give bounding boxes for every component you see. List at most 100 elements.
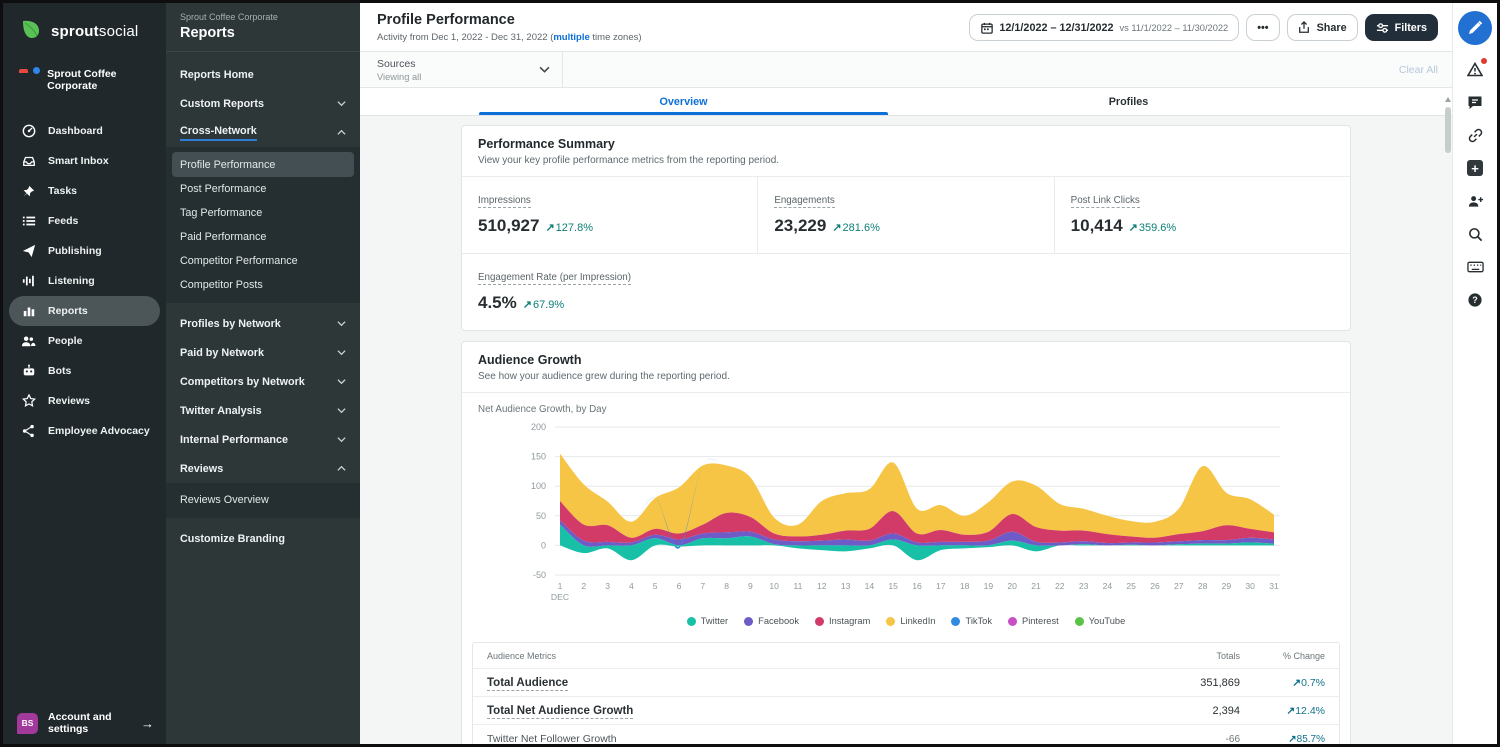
notification-dot xyxy=(33,67,40,74)
filters-button[interactable]: Filters xyxy=(1365,14,1438,41)
vertical-scrollbar[interactable] xyxy=(1444,95,1451,744)
metric-label-link[interactable]: Post Link Clicks xyxy=(1071,195,1140,208)
feedback-icon[interactable] xyxy=(1466,93,1484,111)
reports-nav-competitors-by-network[interactable]: Competitors by Network xyxy=(166,367,360,396)
svg-text:15: 15 xyxy=(888,581,898,591)
compose-button[interactable] xyxy=(1458,11,1492,45)
reports-nav-paid-performance[interactable]: Paid Performance xyxy=(166,225,360,249)
active-tab-underline xyxy=(479,112,888,115)
sidebar-item-tasks[interactable]: Tasks xyxy=(3,176,166,206)
sidebar-item-people[interactable]: People xyxy=(3,326,166,356)
legend-item-pinterest[interactable]: Pinterest xyxy=(1008,616,1059,626)
collapse-arrow-icon[interactable]: → xyxy=(141,716,154,731)
svg-text:4: 4 xyxy=(629,581,634,591)
multiple-timezones-link[interactable]: multiple xyxy=(553,32,589,43)
report-date-summary: Activity from Dec 1, 2022 - Dec 31, 2022… xyxy=(377,32,642,43)
sprout-logo-text: sproutsocial xyxy=(51,23,138,40)
dashboard-icon xyxy=(21,124,36,139)
table-row: Twitter Net Follower Growth -66 ↗85.7% xyxy=(473,725,1339,744)
clear-all-link[interactable]: Clear All xyxy=(1399,64,1438,76)
sidebar-item-publishing[interactable]: Publishing xyxy=(3,236,166,266)
svg-text:24: 24 xyxy=(1103,581,1113,591)
sidebar-item-reviews[interactable]: Reviews xyxy=(3,386,166,416)
metric-link[interactable]: Total Audience xyxy=(487,677,568,691)
svg-text:1: 1 xyxy=(558,581,563,591)
share-button[interactable]: Share xyxy=(1287,14,1358,41)
metric-link[interactable]: Total Net Audience Growth xyxy=(487,705,633,719)
reports-nav-list: Reports Home Custom Reports Cross-Networ… xyxy=(166,52,360,553)
legend-item-tiktok[interactable]: TikTok xyxy=(951,616,992,626)
reports-nav-custom-reports[interactable]: Custom Reports xyxy=(166,89,360,118)
legend-item-facebook[interactable]: Facebook xyxy=(744,616,799,626)
invite-teammates-icon[interactable] xyxy=(1466,192,1484,210)
svg-text:17: 17 xyxy=(936,581,946,591)
alerts-icon[interactable] xyxy=(1466,60,1484,78)
account-folder-icon xyxy=(19,72,37,88)
cross-network-group: Profile Performance Post Performance Tag… xyxy=(166,147,360,303)
reports-nav-twitter-analysis[interactable]: Twitter Analysis xyxy=(166,396,360,425)
metric-label-link[interactable]: Impressions xyxy=(478,195,531,208)
reports-nav-competitor-performance[interactable]: Competitor Performance xyxy=(166,249,360,273)
performance-summary-title: Performance Summary xyxy=(478,137,1334,151)
reports-nav-profiles-by-network[interactable]: Profiles by Network xyxy=(166,309,360,338)
reports-nav-customize-branding[interactable]: Customize Branding xyxy=(166,524,360,553)
reports-nav-cross-network[interactable]: Cross-Network xyxy=(166,118,360,147)
search-icon[interactable] xyxy=(1466,225,1484,243)
utility-rail: + ? xyxy=(1452,3,1497,744)
svg-text:27: 27 xyxy=(1174,581,1184,591)
sidebar-item-employee-advocacy[interactable]: Employee Advocacy xyxy=(3,416,166,446)
sidebar-item-feeds[interactable]: Feeds xyxy=(3,206,166,236)
reports-nav-internal-performance[interactable]: Internal Performance xyxy=(166,425,360,454)
metric-label-link[interactable]: Engagements xyxy=(774,195,834,208)
legend-dot xyxy=(687,617,696,626)
scroll-up-arrow[interactable] xyxy=(1445,97,1451,102)
reports-nav-profile-performance[interactable]: Profile Performance xyxy=(172,152,354,177)
legend-dot xyxy=(951,617,960,626)
account-settings[interactable]: BS Account and settings → xyxy=(3,703,166,744)
account-switcher[interactable]: Sprout Coffee Corporate xyxy=(3,56,166,106)
tab-overview[interactable]: Overview xyxy=(461,88,906,115)
sidebar-item-bots[interactable]: Bots xyxy=(3,356,166,386)
sprout-logo[interactable]: sproutsocial xyxy=(3,3,166,56)
tab-profiles[interactable]: Profiles xyxy=(906,88,1351,115)
sidebar-item-dashboard[interactable]: Dashboard xyxy=(3,116,166,146)
reports-nav-tag-performance[interactable]: Tag Performance xyxy=(166,201,360,225)
sidebar-item-listening[interactable]: Listening xyxy=(3,266,166,296)
main-content: Profile Performance Activity from Dec 1,… xyxy=(360,3,1452,744)
metric-label-link[interactable]: Engagement Rate (per Impression) xyxy=(478,272,631,285)
reports-nav-post-performance[interactable]: Post Performance xyxy=(166,177,360,201)
reports-nav-home[interactable]: Reports Home xyxy=(166,60,360,89)
keyboard-shortcuts-icon[interactable] xyxy=(1466,258,1484,276)
inbox-icon xyxy=(21,154,36,169)
legend-item-youtube[interactable]: YouTube xyxy=(1075,616,1126,626)
scrollbar-thumb[interactable] xyxy=(1445,107,1451,153)
svg-text:21: 21 xyxy=(1031,581,1041,591)
sidebar-item-reports[interactable]: Reports xyxy=(9,296,160,326)
svg-text:9: 9 xyxy=(748,581,753,591)
quick-add-icon[interactable]: + xyxy=(1466,159,1484,177)
chevron-down-icon xyxy=(539,64,550,75)
report-header: Profile Performance Activity from Dec 1,… xyxy=(360,3,1452,52)
reports-nav-reviews-overview[interactable]: Reviews Overview xyxy=(166,488,360,512)
reports-nav-paid-by-network[interactable]: Paid by Network xyxy=(166,338,360,367)
metric-link[interactable]: Twitter Net Follower Growth xyxy=(487,733,617,744)
header-actions: 12/1/2022 – 12/31/2022 vs 11/1/2022 – 11… xyxy=(969,14,1438,41)
legend-item-linkedin[interactable]: LinkedIn xyxy=(886,616,935,626)
sidebar-item-smart-inbox[interactable]: Smart Inbox xyxy=(3,146,166,176)
chevron-down-icon xyxy=(337,319,346,328)
legend-dot xyxy=(815,617,824,626)
sources-dropdown[interactable]: Sources Viewing all xyxy=(360,52,563,87)
date-range-picker[interactable]: 12/1/2022 – 12/31/2022 vs 11/1/2022 – 11… xyxy=(969,14,1239,41)
svg-text:13: 13 xyxy=(841,581,851,591)
reports-nav-competitor-posts[interactable]: Competitor Posts xyxy=(166,273,360,297)
legend-item-twitter[interactable]: Twitter xyxy=(687,616,728,626)
equalizer-icon xyxy=(21,274,36,289)
net-audience-growth-chart: Net Audience Growth, by Day 200150100500… xyxy=(462,393,1350,640)
reports-nav-reviews[interactable]: Reviews xyxy=(166,454,360,483)
more-options-button[interactable]: ••• xyxy=(1246,14,1279,41)
legend-item-instagram[interactable]: Instagram xyxy=(815,616,870,626)
legend-dot xyxy=(886,617,895,626)
link-icon[interactable] xyxy=(1466,126,1484,144)
up-arrow-icon: ↗ xyxy=(1129,222,1138,234)
help-icon[interactable]: ? xyxy=(1466,291,1484,309)
